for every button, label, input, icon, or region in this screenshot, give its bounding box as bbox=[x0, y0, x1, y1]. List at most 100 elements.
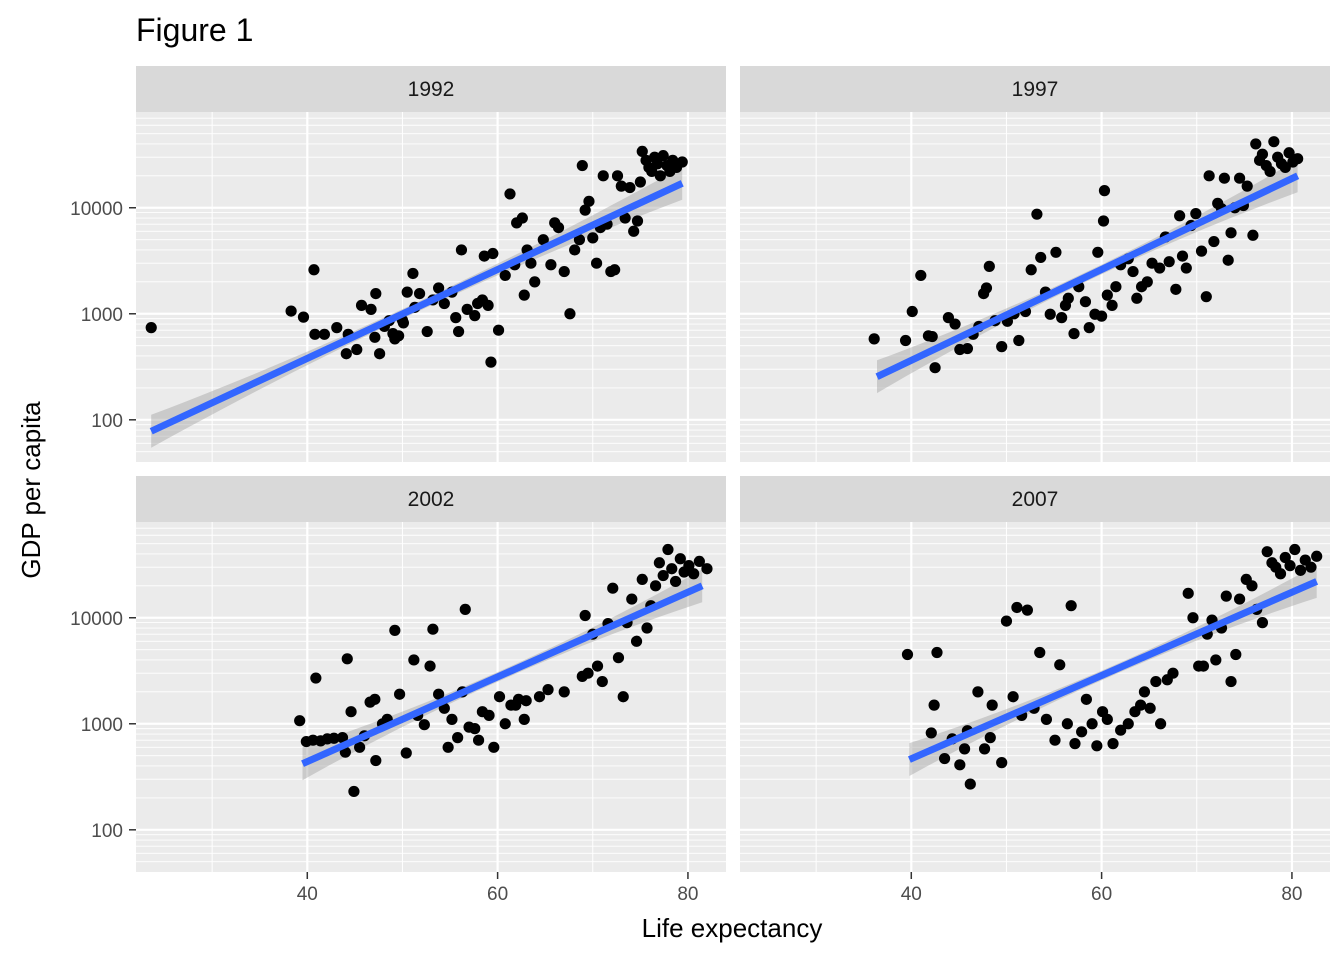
data-point bbox=[657, 150, 669, 162]
data-point bbox=[408, 654, 420, 666]
data-point bbox=[701, 563, 713, 575]
data-point bbox=[424, 660, 436, 672]
data-point bbox=[558, 686, 570, 698]
data-point bbox=[452, 325, 465, 338]
facet-strip bbox=[740, 476, 1330, 522]
data-point bbox=[433, 688, 445, 700]
y-axis-title: GDP per capita bbox=[16, 401, 46, 579]
data-point bbox=[331, 322, 343, 334]
data-point bbox=[596, 675, 608, 688]
data-point bbox=[564, 308, 576, 320]
data-point bbox=[676, 156, 688, 168]
data-point bbox=[459, 603, 471, 615]
data-point bbox=[452, 732, 464, 744]
data-point bbox=[958, 743, 971, 755]
data-point bbox=[478, 250, 490, 262]
data-point bbox=[1115, 724, 1127, 736]
trend-line bbox=[907, 578, 1319, 763]
data-point bbox=[597, 170, 609, 182]
data-point bbox=[389, 624, 401, 636]
data-point bbox=[1098, 185, 1111, 197]
data-point bbox=[1154, 262, 1166, 274]
y-tick-label: 10000 bbox=[70, 199, 123, 220]
data-point bbox=[446, 713, 458, 725]
data-point bbox=[1079, 296, 1092, 308]
data-point bbox=[1034, 646, 1046, 659]
data-point bbox=[351, 343, 363, 356]
data-point bbox=[683, 560, 695, 572]
facet-panels: 1992 100 1000 10000 1997 2002 100 1000 10000 40 60… bbox=[70, 66, 1330, 905]
data-point bbox=[693, 555, 705, 568]
data-point bbox=[590, 257, 603, 269]
data-point bbox=[636, 145, 648, 158]
x-tick-label: 40 bbox=[297, 884, 318, 905]
data-point bbox=[1000, 615, 1013, 627]
data-point bbox=[309, 328, 321, 340]
facet-strip-label: 2002 bbox=[408, 488, 455, 511]
data-point bbox=[482, 299, 494, 311]
data-point bbox=[518, 289, 530, 301]
x-tick-label: 60 bbox=[1091, 884, 1112, 905]
data-point bbox=[328, 732, 340, 744]
data-point bbox=[1233, 593, 1246, 605]
y-tick-label: 1000 bbox=[81, 715, 123, 736]
data-point bbox=[582, 667, 594, 679]
data-point bbox=[906, 305, 918, 318]
data-point bbox=[1092, 246, 1104, 258]
data-point bbox=[925, 727, 937, 739]
data-point bbox=[573, 234, 586, 246]
data-point bbox=[1083, 322, 1095, 334]
data-point bbox=[615, 180, 627, 192]
data-point bbox=[1264, 165, 1276, 178]
data-point bbox=[341, 653, 353, 665]
data-point bbox=[1250, 138, 1262, 150]
data-point bbox=[1182, 587, 1194, 599]
data-point bbox=[348, 785, 360, 798]
data-point bbox=[1274, 568, 1287, 580]
data-point bbox=[1091, 740, 1103, 752]
data-point bbox=[1292, 153, 1304, 165]
data-point bbox=[340, 348, 352, 360]
data-point bbox=[674, 553, 686, 565]
data-point bbox=[1256, 148, 1269, 160]
panel-background bbox=[136, 112, 726, 462]
data-point bbox=[1131, 292, 1143, 304]
data-point bbox=[1247, 229, 1259, 241]
data-point bbox=[1044, 308, 1056, 320]
data-point bbox=[1106, 299, 1118, 311]
data-point bbox=[1311, 550, 1323, 562]
data-point bbox=[1040, 713, 1053, 725]
data-point bbox=[901, 648, 914, 661]
data-point bbox=[504, 188, 516, 200]
data-point bbox=[1305, 561, 1317, 573]
data-point bbox=[972, 686, 984, 698]
y-tick-label: 100 bbox=[91, 411, 123, 432]
data-point bbox=[1141, 276, 1153, 288]
data-point bbox=[1230, 648, 1242, 661]
data-point bbox=[1195, 245, 1208, 257]
x-tick-label: 80 bbox=[677, 884, 698, 905]
data-point bbox=[469, 310, 481, 322]
data-point bbox=[1233, 172, 1246, 184]
data-point bbox=[1135, 699, 1147, 711]
data-point bbox=[1061, 718, 1073, 730]
data-point bbox=[607, 582, 619, 594]
data-point bbox=[393, 688, 406, 700]
data-point bbox=[653, 557, 665, 569]
data-point bbox=[1035, 251, 1047, 264]
data-point bbox=[579, 204, 591, 216]
data-point bbox=[537, 234, 549, 246]
data-point bbox=[630, 635, 643, 647]
data-point bbox=[369, 331, 381, 343]
panel-background bbox=[740, 522, 1330, 872]
data-point bbox=[1122, 718, 1134, 730]
data-point bbox=[1180, 262, 1192, 274]
data-point bbox=[397, 317, 410, 329]
data-point bbox=[1246, 580, 1258, 592]
facet-strip bbox=[740, 66, 1330, 112]
data-point bbox=[1049, 734, 1061, 746]
data-point bbox=[421, 325, 433, 338]
y-tick-label: 1000 bbox=[81, 305, 123, 326]
data-point bbox=[666, 563, 678, 575]
data-point bbox=[634, 176, 646, 188]
